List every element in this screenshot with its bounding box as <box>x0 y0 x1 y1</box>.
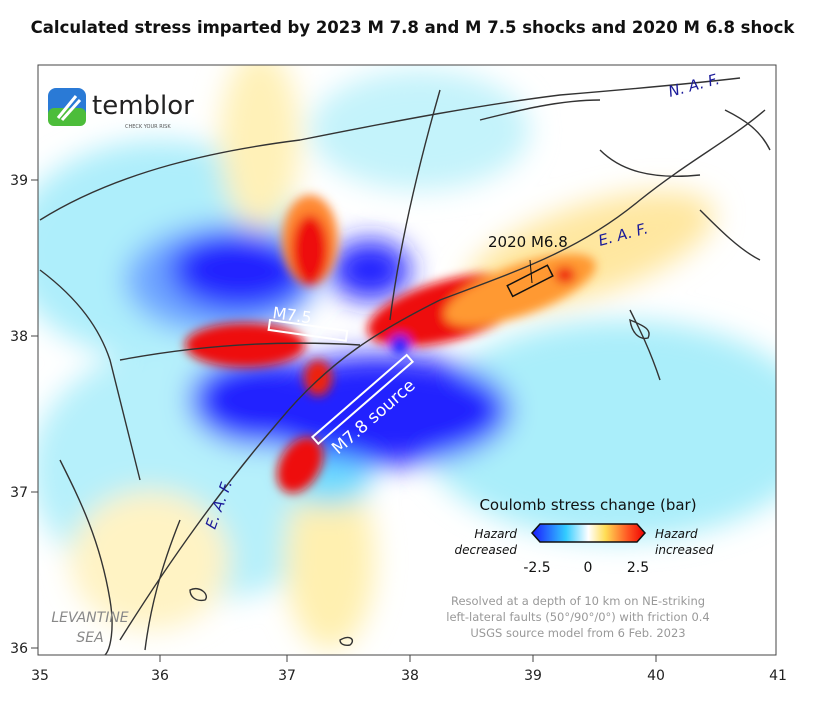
y-tick-label: 39 <box>10 173 28 189</box>
m78-rupture-box <box>310 353 415 446</box>
sea-label-line1: LEVANTINE <box>51 610 128 626</box>
x-axis-labels: 35 36 37 38 39 40 41 <box>31 668 787 684</box>
x-tick-label: 36 <box>151 668 169 684</box>
y-tick-label: 36 <box>10 641 28 657</box>
map-title: Calculated stress imparted by 2023 M 7.8… <box>30 18 795 37</box>
note-line2: left-lateral faults (50°/90°/0°) with fr… <box>446 610 710 624</box>
note-line1: Resolved at a depth of 10 km on NE-strik… <box>451 594 705 608</box>
m68-rupture-box <box>506 264 554 298</box>
legend-left-line2: decreased <box>454 543 517 557</box>
logo-tagline: CHECK YOUR RISK <box>125 124 171 130</box>
fault-lines <box>39 77 771 655</box>
x-tick-label: 37 <box>278 668 296 684</box>
legend-right-line1: Hazard <box>655 527 698 541</box>
y-tick-label: 38 <box>10 329 28 345</box>
legend-right-line2: increased <box>655 543 714 557</box>
x-tick-label: 39 <box>524 668 542 684</box>
logo-wordmark: temblor <box>92 91 194 121</box>
x-tick-label: 41 <box>769 668 787 684</box>
y-axis-labels: 39 38 37 36 <box>10 173 28 657</box>
legend-mid: 0 <box>584 560 593 576</box>
y-tick-label: 37 <box>10 485 28 501</box>
m68-label: 2020 M6.8 <box>488 233 568 251</box>
x-tick-label: 35 <box>31 668 49 684</box>
sea-label-line2: SEA <box>76 630 103 646</box>
stress-field: N. A. F. E. A. F. E. A. F. 2020 M6.8 M7.… <box>38 65 776 655</box>
legend-left-line1: Hazard <box>474 527 517 541</box>
legend-max: 2.5 <box>627 560 649 576</box>
legend-min: -2.5 <box>523 560 550 576</box>
legend: Coulomb stress change (bar) Hazard decre… <box>446 496 714 640</box>
axis-ticks <box>31 179 657 662</box>
m68-leader-line <box>529 259 533 284</box>
m75-rupture-box <box>267 318 349 342</box>
colorbar <box>530 523 647 543</box>
legend-title: Coulomb stress change (bar) <box>479 496 696 514</box>
note-line3: USGS source model from 6 Feb. 2023 <box>470 626 685 640</box>
x-tick-label: 38 <box>401 668 419 684</box>
x-tick-label: 40 <box>647 668 665 684</box>
rupture-boxes <box>267 259 554 446</box>
map-frame <box>37 64 777 656</box>
temblor-logo: temblor CHECK YOUR RISK <box>48 88 194 130</box>
